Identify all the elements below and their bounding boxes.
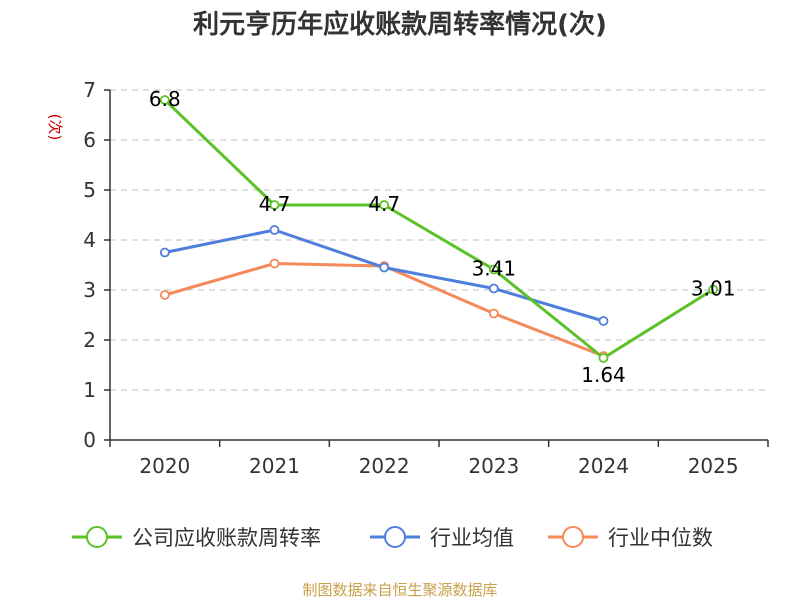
y-tick-label: 4	[83, 228, 96, 252]
grid-lines	[110, 89, 768, 391]
chart-title: 利元亨历年应收账款周转率情况(次)	[193, 9, 607, 40]
data-point	[159, 95, 170, 105]
x-tick-label: 2025	[688, 454, 739, 478]
axes: 0 1 2 3 4 5 6 7 2020 2021 2022 2023 2024 2025	[83, 78, 769, 478]
legend-marker	[562, 526, 584, 548]
legend-label: 行业均值	[430, 526, 514, 550]
x-tick-label: 2021	[249, 454, 300, 478]
data-label: 3.41	[472, 257, 517, 281]
series-line-0	[163, 98, 714, 360]
data-label: 3.01	[691, 277, 736, 301]
data-point	[269, 200, 280, 210]
data-label: 1.64	[581, 363, 626, 387]
y-tick-label: 6	[83, 128, 96, 152]
legend-label: 公司应收账款周转率	[132, 526, 321, 550]
legend-marker	[86, 526, 108, 548]
y-axis-label: (次)	[46, 114, 64, 141]
data-point	[269, 225, 280, 235]
legend[interactable]: 公司应收账款周转率 行业均值 行业中位数	[72, 526, 713, 550]
legend-item-1[interactable]: 行业均值	[370, 526, 514, 550]
y-tick-label: 2	[83, 328, 96, 352]
source-note: 制图数据来自恒生聚源数据库	[302, 581, 497, 599]
legend-item-2[interactable]: 行业中位数	[548, 526, 713, 550]
data-point	[379, 262, 390, 273]
data-point	[488, 308, 499, 319]
data-point	[598, 316, 609, 326]
data-point	[488, 264, 499, 275]
data-point	[488, 283, 499, 294]
data-point	[159, 247, 170, 258]
series-line-2	[164, 262, 605, 358]
data-point	[379, 200, 390, 210]
y-tick-label: 7	[83, 78, 96, 102]
series-lines	[159, 95, 719, 363]
x-tick-label: 2020	[139, 454, 190, 478]
x-tick-label: 2023	[468, 454, 519, 478]
x-tick-label: 2022	[359, 454, 410, 478]
y-tick-label: 1	[83, 378, 96, 402]
data-labels: 6.8 4.7 4.7 3.41 1.64 3.01	[149, 87, 736, 387]
data-label: 4.7	[368, 192, 400, 216]
legend-label: 行业中位数	[608, 526, 713, 550]
data-label: 6.8	[149, 87, 181, 111]
x-tick-label: 2024	[578, 454, 629, 478]
data-point	[708, 284, 719, 295]
y-tick-label: 5	[83, 178, 96, 202]
legend-marker	[384, 526, 406, 548]
legend-item-0[interactable]: 公司应收账款周转率	[72, 526, 321, 550]
data-point	[159, 290, 170, 300]
data-point	[269, 258, 280, 269]
data-label: 4.7	[259, 192, 291, 216]
y-tick-label: 0	[83, 428, 96, 452]
data-point	[598, 353, 609, 363]
y-tick-label: 3	[83, 278, 96, 302]
